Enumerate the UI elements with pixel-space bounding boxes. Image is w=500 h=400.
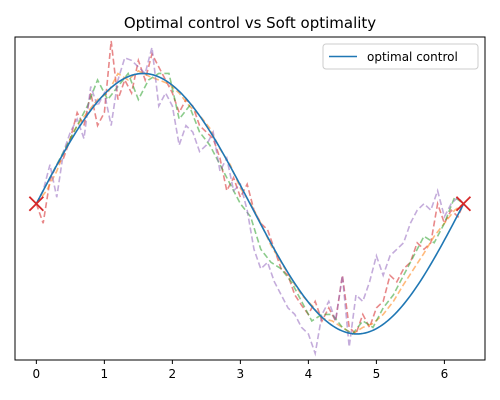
- legend-label-optimal-control: optimal control: [367, 50, 458, 64]
- chart-title: Optimal control vs Soft optimality: [124, 14, 376, 32]
- x-tick-label-1: 1: [101, 367, 109, 381]
- endpoint-marker-end: [456, 197, 470, 211]
- x-tick-label-5: 5: [373, 367, 381, 381]
- plot-frame: [15, 37, 485, 360]
- endpoint-marker-start: [29, 197, 43, 211]
- x-tick-label-0: 0: [33, 367, 41, 381]
- x-tick-label-2: 2: [169, 367, 177, 381]
- legend: optimal control: [323, 44, 478, 69]
- x-tick-label-6: 6: [441, 367, 449, 381]
- x-axis: 0 1 2 3 4 5 6: [33, 360, 449, 381]
- soft-trajectory-line-4: [36, 47, 463, 353]
- x-tick-label-3: 3: [237, 367, 245, 381]
- optimal-control-line: [36, 73, 463, 333]
- series-layer: [36, 41, 463, 354]
- x-tick-label-4: 4: [305, 367, 313, 381]
